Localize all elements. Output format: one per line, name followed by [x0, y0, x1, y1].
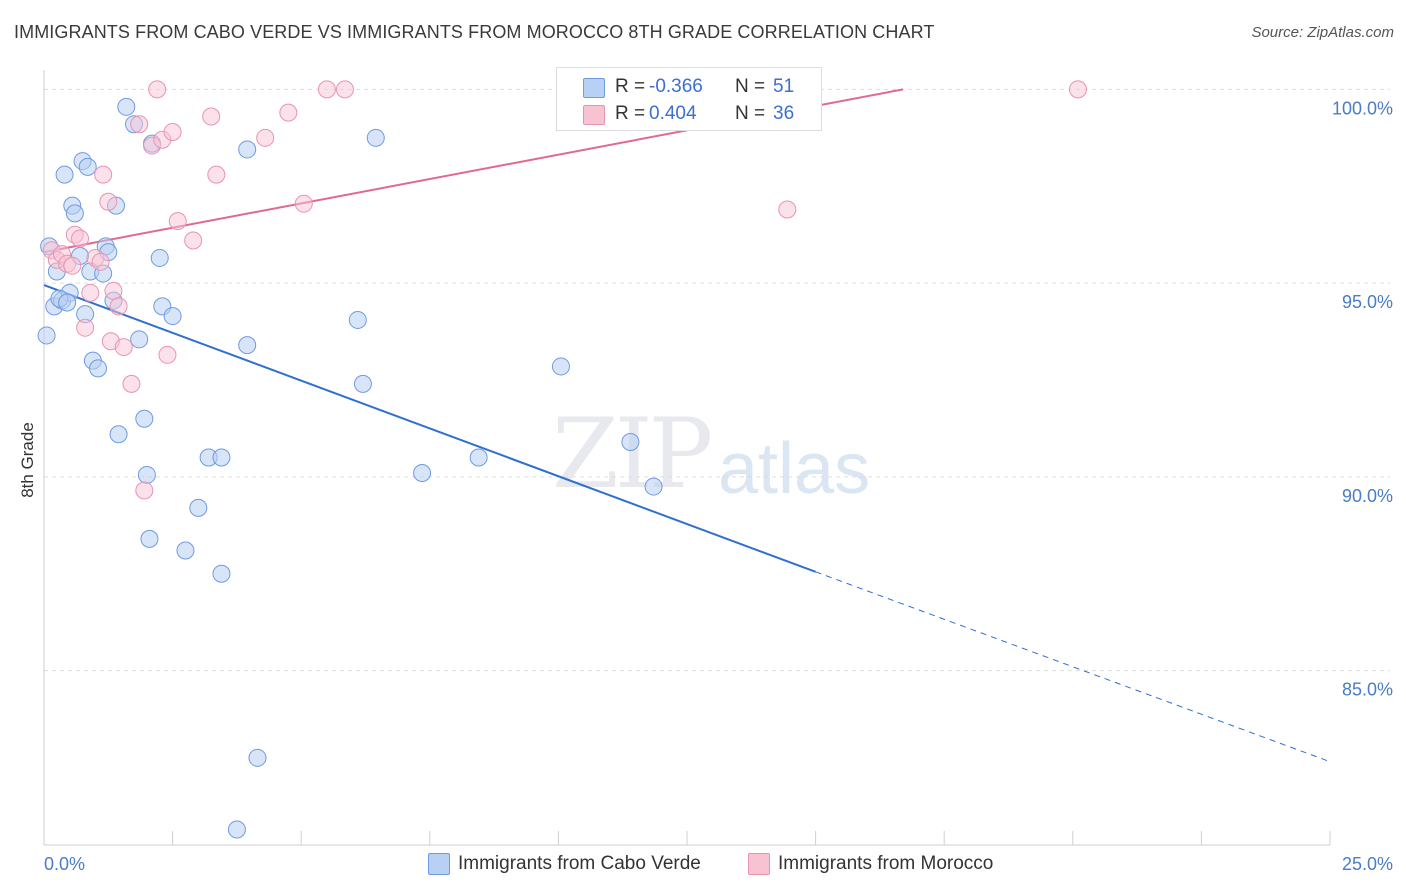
cabo-verde-point	[212, 448, 231, 467]
morocco-point	[91, 252, 110, 271]
morocco-point	[94, 165, 113, 184]
watermark-atlas: atlas	[718, 429, 871, 509]
cabo-verde-point	[212, 564, 231, 583]
gridlines	[44, 88, 1390, 672]
morocco-point	[76, 318, 95, 337]
morocco-point	[63, 256, 82, 275]
cabo-verde-point	[353, 374, 372, 393]
morocco-point	[335, 80, 354, 99]
morocco-points	[42, 80, 1087, 500]
trend-lines	[43, 88, 1331, 763]
cabo-verde-point	[65, 204, 84, 223]
legend-row-morocco: R = 0.404 N = 36	[557, 100, 821, 128]
morocco-point	[163, 123, 182, 141]
cabo-verde-point	[150, 248, 169, 267]
n-label: N =	[735, 103, 766, 124]
x-tick-label: 0.0%	[44, 854, 85, 874]
n-label: N =	[735, 76, 766, 97]
cabo-verde-point	[348, 310, 367, 329]
cabo-verde-point	[37, 326, 56, 345]
morocco-point	[114, 338, 133, 357]
cabo-verde-point	[137, 465, 156, 484]
y-tick-label: 90.0%	[1342, 486, 1393, 506]
morocco-point	[104, 281, 123, 300]
chart-title: IMMIGRANTS FROM CABO VERDE VS IMMIGRANTS…	[14, 22, 935, 42]
morocco-point	[81, 283, 100, 302]
cabo-verde-point	[366, 128, 385, 147]
legend-row-cabo-verde: R = -0.366 N = 51	[557, 73, 821, 101]
stats-legend: R = -0.366 N = 51 R = 0.404 N = 36	[556, 67, 822, 131]
cabo-verde-point	[163, 307, 182, 326]
morocco-point	[1068, 80, 1087, 99]
morocco-point	[148, 80, 167, 99]
cabo-verde-point	[413, 464, 432, 482]
morocco-legend-label: Immigrants from Morocco	[778, 853, 994, 874]
morocco-point	[168, 212, 187, 231]
cabo-verde-trend-extension	[815, 571, 1331, 763]
cabo-verde-point	[135, 409, 154, 428]
morocco-point	[202, 107, 221, 126]
r-value: 0.404	[649, 103, 697, 124]
y-tick-label: 95.0%	[1342, 292, 1393, 312]
r-value: -0.366	[649, 76, 703, 97]
cabo-verde-point	[109, 425, 128, 444]
morocco-point	[207, 165, 226, 184]
morocco-point	[130, 115, 149, 134]
cabo-verde-point	[644, 477, 663, 496]
cabo-verde-point	[189, 498, 208, 517]
cabo-verde-point	[551, 357, 570, 376]
cabo-verde-point	[58, 293, 77, 312]
morocco-point	[256, 128, 275, 147]
morocco-point	[135, 481, 154, 500]
morocco-point	[122, 374, 141, 393]
cabo-verde-trend-line	[43, 284, 816, 573]
morocco-point	[158, 345, 177, 364]
cabo-verde-point	[55, 165, 74, 184]
y-tick-label: 100.0%	[1332, 98, 1393, 118]
cabo-verde-point	[78, 157, 97, 176]
n-value: 36	[773, 103, 795, 124]
n-value: 51	[773, 76, 795, 97]
cabo-verde-swatch	[583, 78, 605, 98]
tick-labels: 85.0% 90.0% 95.0% 100.0% 0.0% 25.0%	[44, 98, 1393, 874]
cabo-verde-point	[89, 359, 108, 378]
morocco-point	[109, 297, 128, 316]
cabo-verde-point	[176, 541, 195, 560]
cabo-verde-point	[227, 820, 246, 839]
watermark-zip: ZIP	[552, 398, 713, 510]
morocco-point	[99, 192, 118, 211]
cabo-verde-point	[469, 448, 488, 467]
cabo-verde-point	[238, 336, 257, 355]
source-label: Source: ZipAtlas.com	[1251, 24, 1394, 41]
cabo-verde-points	[37, 97, 663, 839]
morocco-point	[294, 194, 313, 213]
r-label: R =	[615, 76, 646, 97]
y-axis-label: 8th Grade	[18, 422, 37, 498]
morocco-point	[184, 231, 203, 250]
morocco-point	[778, 200, 797, 219]
morocco-point	[279, 103, 298, 122]
morocco-point	[317, 80, 336, 99]
cabo-verde-point	[238, 140, 257, 159]
cabo-verde-legend-label: Immigrants from Cabo Verde	[458, 853, 701, 874]
morocco-legend-swatch	[748, 853, 770, 875]
cabo-verde-point	[621, 433, 640, 451]
y-tick-label: 85.0%	[1342, 680, 1393, 700]
cabo-verde-point	[130, 330, 149, 349]
cabo-verde-point	[117, 97, 136, 116]
cabo-verde-legend-swatch	[428, 853, 450, 875]
cabo-verde-point	[140, 529, 159, 548]
morocco-swatch	[583, 105, 605, 125]
r-label: R =	[615, 103, 646, 124]
morocco-point	[71, 229, 90, 248]
cabo-verde-point	[248, 748, 267, 767]
axes	[43, 70, 1331, 846]
x-tick-label: 25.0%	[1342, 854, 1393, 874]
